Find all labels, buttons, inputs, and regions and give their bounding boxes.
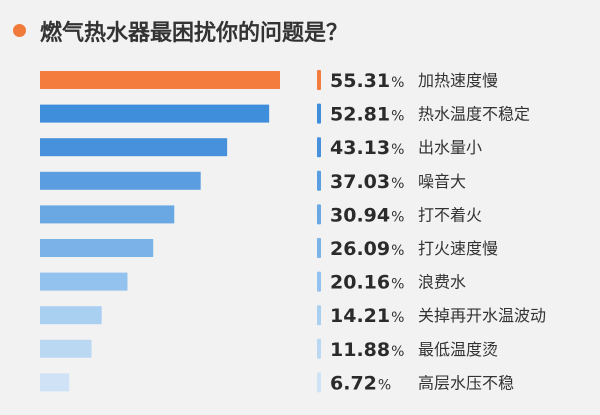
row-marker-4 bbox=[317, 170, 321, 191]
value-label-3: 43.13% bbox=[330, 137, 404, 159]
row-marker-6 bbox=[317, 238, 321, 258]
title-bullet-icon bbox=[13, 24, 26, 37]
row-marker-1 bbox=[317, 70, 321, 90]
bar-4 bbox=[40, 171, 201, 190]
row-marker-3 bbox=[317, 137, 321, 158]
bar-5 bbox=[40, 205, 175, 224]
category-label-2: 热水温度不稳定 bbox=[418, 105, 530, 124]
row-marker-5 bbox=[317, 204, 321, 225]
bar-3 bbox=[40, 138, 228, 157]
value-label-8: 14.21% bbox=[330, 305, 404, 327]
bar-2 bbox=[40, 104, 270, 123]
value-label-6: 26.09% bbox=[330, 238, 404, 260]
category-label-6: 打火速度慢 bbox=[418, 239, 498, 258]
category-label-7: 浪费水 bbox=[418, 273, 466, 292]
value-label-5: 30.94% bbox=[330, 204, 404, 226]
chart-header: 燃气热水器最困扰你的问题是？ bbox=[0, 0, 600, 58]
bar-7 bbox=[40, 272, 128, 291]
bar-1 bbox=[40, 71, 280, 89]
bar-8 bbox=[40, 306, 102, 325]
category-label-10: 高层水压不稳 bbox=[418, 373, 514, 392]
row-marker-7 bbox=[317, 271, 321, 292]
value-label-1: 55.31% bbox=[330, 70, 404, 92]
bar-9 bbox=[40, 339, 92, 358]
row-marker-2 bbox=[317, 103, 321, 124]
category-label-3: 出水量小 bbox=[418, 138, 482, 157]
value-label-2: 52.81% bbox=[330, 104, 404, 126]
row-marker-9 bbox=[317, 338, 321, 359]
row-marker-8 bbox=[317, 305, 321, 326]
category-label-5: 打不着火 bbox=[418, 205, 482, 224]
category-label-8: 关掉再开水温波动 bbox=[418, 306, 546, 325]
value-label-7: 20.16% bbox=[330, 272, 404, 294]
category-label-9: 最低温度烫 bbox=[418, 340, 498, 359]
value-label-9: 11.88% bbox=[330, 339, 404, 361]
bar-6 bbox=[40, 239, 154, 257]
row-marker-10 bbox=[317, 372, 321, 393]
category-label-1: 加热速度慢 bbox=[418, 71, 498, 90]
value-label-4: 37.03% bbox=[330, 171, 404, 193]
chart-title: 燃气热水器最困扰你的问题是？ bbox=[40, 21, 349, 46]
bar-10 bbox=[40, 373, 70, 392]
value-label-10: 6.72% bbox=[330, 372, 391, 394]
category-label-4: 噪音大 bbox=[418, 172, 466, 191]
